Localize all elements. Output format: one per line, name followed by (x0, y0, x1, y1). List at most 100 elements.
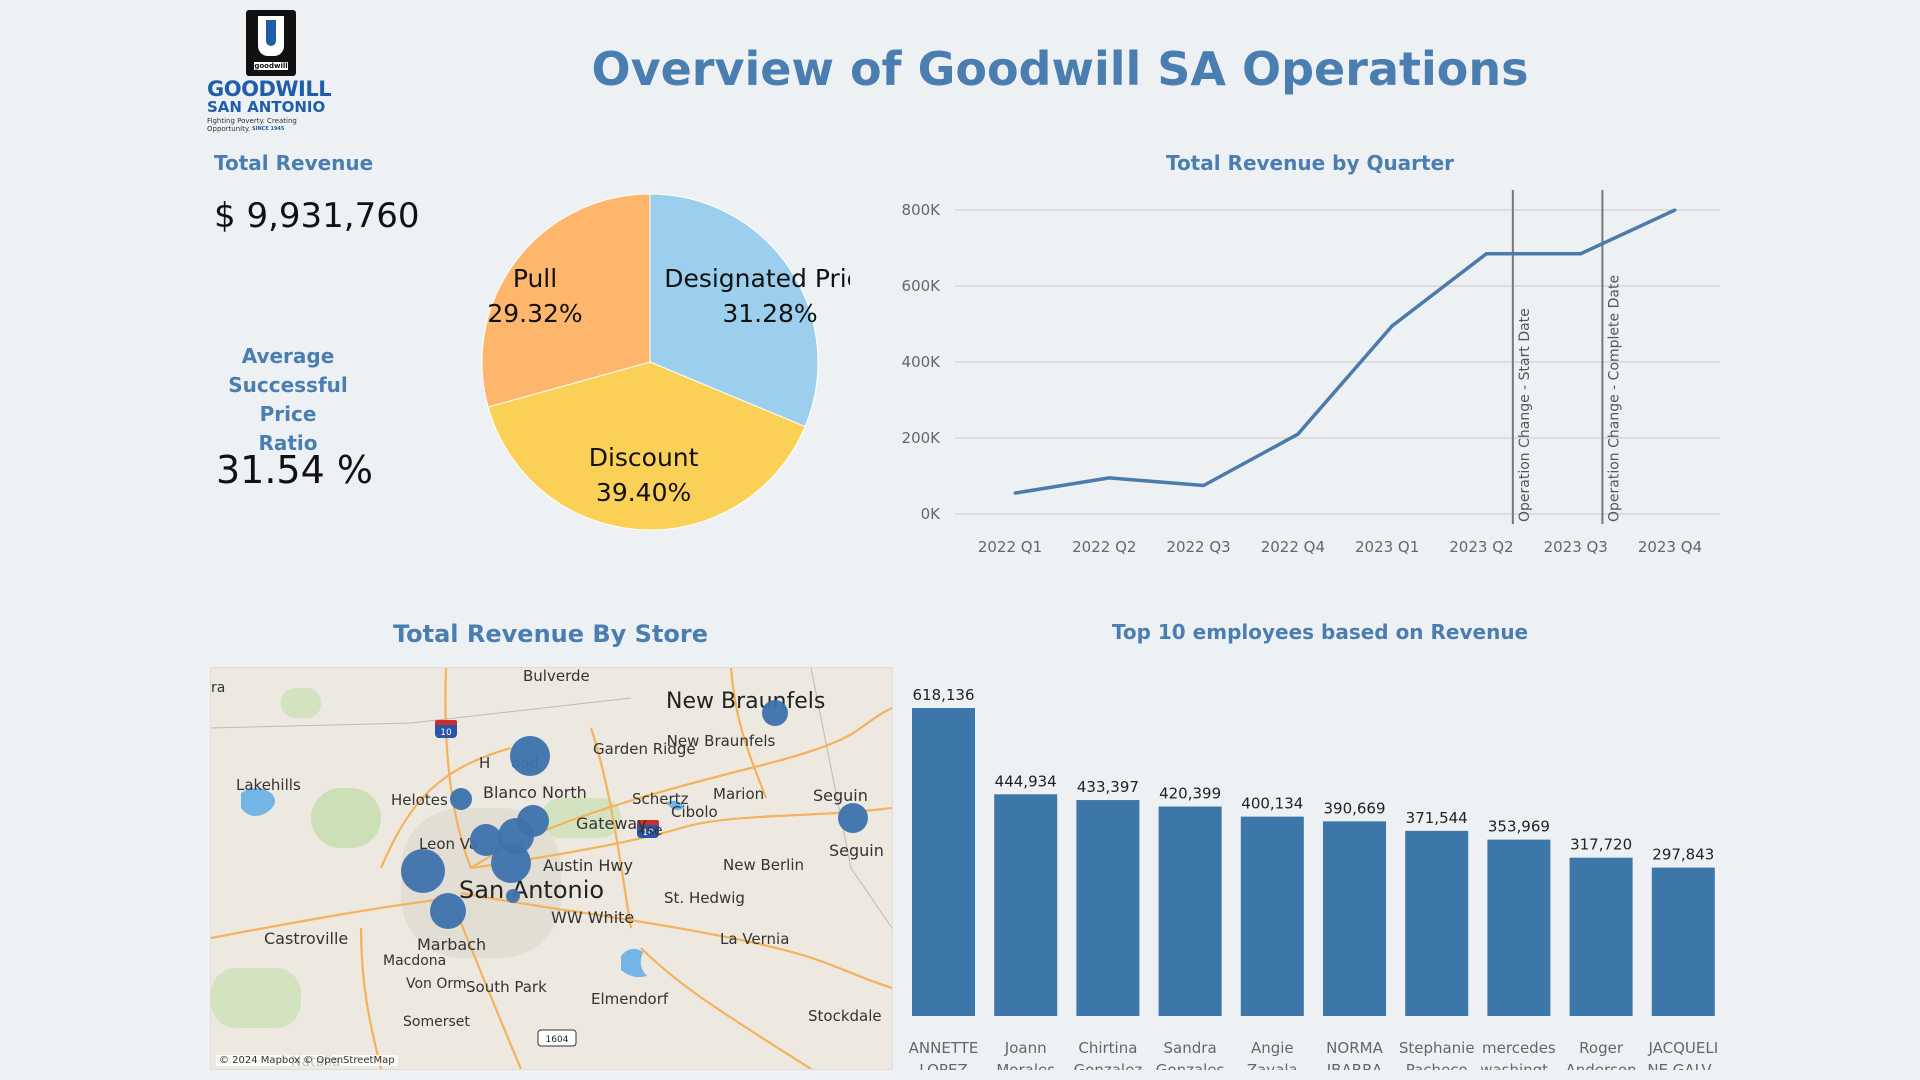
place-label: Seguin (829, 841, 884, 860)
x-tick-label: 2023 Q3 (1544, 538, 1608, 556)
x-tick-label: JACQUELI (1647, 1039, 1718, 1057)
place-label: rse (641, 823, 663, 839)
interstate-shield-icon: 10 (637, 820, 659, 838)
bar (1569, 857, 1633, 1016)
bar (1405, 830, 1469, 1016)
interstate-shield-icon: 10 (435, 720, 457, 738)
line-point (1673, 208, 1677, 212)
bar-value-label: 353,969 (1488, 818, 1550, 836)
lake-water (666, 800, 684, 811)
x-tick-label: Sandra (1164, 1039, 1217, 1057)
line-point (1202, 484, 1206, 487)
total-revenue-label: Total Revenue (214, 151, 374, 175)
reference-line-label: Operation Change - Complete Date (1606, 275, 1622, 522)
place-label: San Antonio (459, 876, 604, 904)
place-label: New Braunfels (667, 732, 776, 750)
park-area (281, 688, 321, 718)
place-label: Lakehills (236, 776, 301, 794)
x-tick-label: Roger (1579, 1039, 1624, 1057)
x-tick-label: Anderson (1566, 1061, 1637, 1070)
dashboard-title: Overview of Goodwill SA Operations (591, 42, 1529, 96)
x-tick-label: 2023 Q4 (1638, 538, 1702, 556)
bar-value-label: 618,136 (912, 686, 974, 704)
line-chart-title: Total Revenue by Quarter (1165, 151, 1455, 175)
line-point (1296, 432, 1300, 436)
line-point (1579, 252, 1583, 256)
map-parks (211, 688, 621, 1028)
place-label: Elmendorf (591, 990, 669, 1008)
store-marker (510, 736, 550, 776)
road (211, 896, 452, 940)
road (359, 927, 383, 1069)
place-label: ra (211, 680, 225, 696)
place-label: H (479, 754, 490, 772)
shield-label: 10 (642, 828, 654, 838)
lake-water (241, 788, 275, 817)
place-label: Marion (713, 785, 764, 803)
place-label: La Vernia (720, 930, 789, 948)
y-tick-label: 200K (902, 429, 942, 447)
store-revenue-map[interactable]: 10 10 1604 Bulverde New Braunfels New Br… (210, 667, 893, 1070)
store-marker (401, 849, 445, 893)
x-tick-label: Joann (1004, 1039, 1047, 1057)
bar-value-label: 317,720 (1570, 836, 1632, 854)
place-label: WW White (551, 908, 634, 927)
x-tick-label: Zavala (1247, 1061, 1298, 1070)
place-label: Blanco North (483, 783, 587, 802)
x-tick-label: Pacheco (1406, 1061, 1468, 1070)
x-tick-label: 2023 Q1 (1355, 538, 1419, 556)
store-markers[interactable] (401, 700, 868, 929)
place-label: New Berlin (723, 856, 804, 874)
place-label: New Braunfels (666, 689, 825, 714)
line-point (1484, 252, 1488, 256)
place-label: Gateway (576, 814, 647, 833)
pie-chart: Designated Price 31.28% Discount 39.40% Pull… (481, 193, 850, 531)
y-tick-label: 600K (902, 277, 942, 295)
x-tick-label: Stephanie (1399, 1039, 1475, 1057)
y-tick-label: 400K (902, 353, 942, 371)
place-label: Garden Ridge (593, 740, 696, 758)
logo-since: SINCE 1945 (252, 126, 285, 132)
place-label: Austin Hwy (543, 856, 633, 875)
place-label: Macdona (383, 953, 446, 969)
place-label: St. Hedwig (664, 889, 745, 907)
shield-label: 1604 (546, 1035, 569, 1045)
place-label: Stockdale (808, 1007, 882, 1025)
pie-slice-percent: 31.28% (722, 299, 817, 328)
map-place-labels: Bulverde New Braunfels New Braunfels Gar… (211, 668, 884, 1069)
y-tick-label: 0K (921, 505, 942, 523)
bar (1323, 821, 1386, 1016)
lake-water (621, 948, 647, 978)
bar (994, 794, 1058, 1016)
line-point (1107, 476, 1111, 480)
bar (1158, 806, 1222, 1016)
x-tick-label: ANNETTE (909, 1039, 979, 1057)
county-line (211, 697, 632, 729)
place-label: Castroville (264, 929, 348, 948)
x-tick-label: Gonzales (1156, 1061, 1225, 1070)
place-label: Marbach (417, 935, 486, 954)
place-label: Bulverde (523, 668, 590, 685)
map-county-lines (211, 668, 892, 929)
bar-value-label: 433,397 (1077, 778, 1139, 796)
x-tick-label: 2022 Q3 (1166, 538, 1230, 556)
pie-slice (487, 361, 806, 531)
bar-value-label: 400,134 (1241, 795, 1303, 813)
store-marker (470, 824, 502, 856)
revenue-line (1014, 208, 1676, 495)
map-water (241, 788, 684, 978)
road (729, 668, 768, 799)
bar-chart: 618,136 ANNETTE LOPEZ 444,934 Joann Morales 43… (909, 686, 1720, 1070)
x-tick-label: 2022 Q1 (978, 538, 1042, 556)
bar-value-label: 390,669 (1323, 799, 1385, 817)
bar-chart-title: Top 10 employees based on Revenue (1111, 620, 1529, 644)
x-tick-label: 2022 Q4 (1261, 538, 1325, 556)
place-label: Schertz (632, 790, 689, 808)
store-marker (430, 893, 466, 929)
store-marker (491, 843, 531, 883)
pie-slice (481, 193, 651, 408)
x-tick-label: 2023 Q2 (1449, 538, 1513, 556)
x-tick-label: washingt.. (1480, 1061, 1557, 1070)
road (444, 668, 473, 869)
bar-value-label: 420,399 (1159, 785, 1221, 803)
